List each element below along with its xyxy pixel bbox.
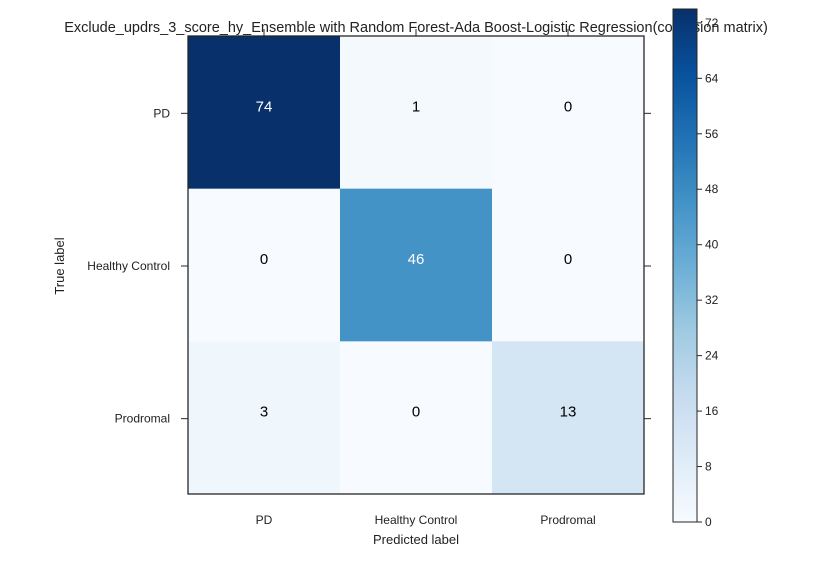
x-tick-label: Healthy Control	[375, 513, 458, 527]
x-tick-label: PD	[256, 513, 273, 527]
heatmap-cell	[340, 188, 493, 342]
heatmap-cells	[188, 36, 645, 495]
y-tick-label: PD	[153, 106, 170, 120]
cell-value-label: 3	[260, 404, 268, 421]
colorbar	[672, 8, 698, 523]
colorbar-tick-label: 32	[705, 293, 719, 307]
colorbar-tick-label: 8	[705, 460, 712, 474]
colorbar-ticks: 0 8 16 24 32 40 48 56 64 72	[697, 16, 719, 529]
colorbar-tick-label: 16	[705, 404, 719, 418]
colorbar-tick-label: 56	[705, 127, 719, 141]
cell-value-label: 0	[564, 98, 572, 115]
x-axis-label: Predicted label	[373, 532, 459, 547]
heatmap-cell-labels: 74 1 0 0 46 0 3 0 13	[256, 98, 577, 420]
heatmap-cell	[340, 36, 493, 190]
x-tick-label: Prodromal	[540, 513, 595, 527]
cell-value-label: 46	[408, 251, 425, 268]
heatmap-cell	[492, 188, 645, 342]
heatmap-cell	[188, 36, 341, 190]
heatmap-cell	[492, 36, 645, 190]
cell-value-label: 0	[412, 404, 420, 421]
heatmap-cell	[188, 188, 341, 342]
cell-value-label: 13	[560, 404, 577, 421]
chart-title: Exclude_updrs_3_score_hy_Ensemble with R…	[64, 20, 768, 36]
colorbar-tick-label: 72	[705, 16, 719, 30]
colorbar-tick-label: 48	[705, 182, 719, 196]
cell-value-label: 74	[256, 98, 273, 115]
cell-value-label: 0	[564, 251, 572, 268]
y-tick-label: Prodromal	[115, 412, 170, 426]
y-tick-label: Healthy Control	[87, 259, 170, 273]
colorbar-tick-label: 40	[705, 238, 719, 252]
colorbar-tick-label: 64	[705, 71, 719, 85]
colorbar-tick-label: 24	[705, 349, 719, 363]
heatmap-cell	[188, 341, 341, 495]
y-tick-labels: PD Healthy Control Prodromal	[87, 106, 170, 425]
colorbar-tick-label: 0	[705, 515, 712, 529]
heatmap-cell	[492, 341, 645, 495]
y-axis-label: True label	[52, 237, 67, 294]
x-tick-labels: PD Healthy Control Prodromal	[256, 513, 596, 527]
cell-value-label: 0	[260, 251, 268, 268]
axis-ticks	[181, 29, 651, 420]
heatmap-cell	[340, 341, 493, 495]
cell-value-label: 1	[412, 98, 420, 115]
